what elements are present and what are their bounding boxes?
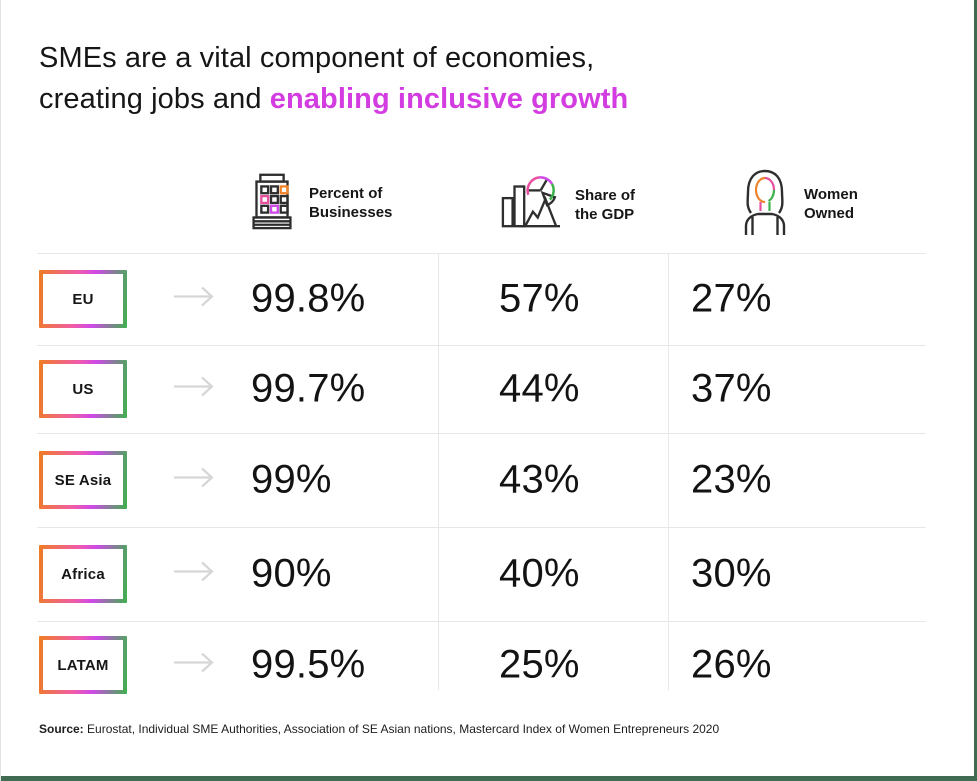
table-row-us: US 99.7% 44% 37% xyxy=(1,345,974,433)
value-share-of-gdp: 44% xyxy=(499,366,580,411)
source-note: Source: Eurostat, Individual SME Authori… xyxy=(39,722,719,736)
value-women-owned: 37% xyxy=(691,366,772,411)
value-percent-of-businesses: 99.7% xyxy=(251,366,366,411)
value-women-owned: 26% xyxy=(691,642,772,687)
table-row-latam: LATAM 99.5% 25% 26% xyxy=(1,621,974,709)
building-icon xyxy=(247,168,297,237)
region-label: EU xyxy=(43,274,123,324)
row-separator xyxy=(37,345,926,346)
column-header-women-owned: Women Owned xyxy=(738,166,858,241)
source-text: Eurostat, Individual SME Authorities, As… xyxy=(83,722,720,736)
arrow-right-icon xyxy=(171,650,217,681)
arrow-right-icon xyxy=(171,465,217,496)
row-separator xyxy=(37,433,926,434)
value-percent-of-businesses: 90% xyxy=(251,551,332,596)
value-share-of-gdp: 40% xyxy=(499,551,580,596)
region-badge: LATAM xyxy=(39,636,127,694)
row-separator xyxy=(37,253,926,254)
value-share-of-gdp: 25% xyxy=(499,642,580,687)
column-divider xyxy=(668,253,669,690)
table-row-eu: EU 99.8% 57% 27% xyxy=(1,253,974,345)
table-row-africa: Africa 90% 40% 30% xyxy=(1,527,974,621)
region-label: US xyxy=(43,364,123,414)
gdp-chart-icon xyxy=(497,172,563,237)
value-women-owned: 27% xyxy=(691,276,772,321)
source-label: Source: xyxy=(39,722,84,736)
region-badge: US xyxy=(39,360,127,418)
region-label: Africa xyxy=(43,549,123,599)
arrow-right-icon xyxy=(171,284,217,315)
value-percent-of-businesses: 99% xyxy=(251,457,332,502)
value-women-owned: 23% xyxy=(691,457,772,502)
column-header-percent-of-businesses: Percent of Businesses xyxy=(247,168,392,237)
value-share-of-gdp: 43% xyxy=(499,457,580,502)
title-line2-prefix: creating jobs and xyxy=(39,83,270,115)
region-badge: Africa xyxy=(39,545,127,603)
region-label: LATAM xyxy=(43,640,123,690)
title-highlight: enabling inclusive growth xyxy=(269,83,629,115)
arrow-right-icon xyxy=(171,559,217,590)
column-divider xyxy=(438,253,439,690)
woman-icon xyxy=(738,166,792,241)
page-title: SMEs are a vital component of economies,… xyxy=(39,38,759,120)
row-separator xyxy=(37,527,926,528)
title-line1: SMEs are a vital component of economies, xyxy=(39,42,595,74)
value-share-of-gdp: 57% xyxy=(499,276,580,321)
row-separator xyxy=(37,621,926,622)
column-label: Share of the GDP xyxy=(575,186,636,223)
arrow-right-icon xyxy=(171,374,217,405)
region-badge: EU xyxy=(39,270,127,328)
column-label: Women Owned xyxy=(804,185,858,222)
column-header-share-of-gdp: Share of the GDP xyxy=(497,172,635,237)
bottom-accent-bar xyxy=(1,776,974,781)
region-badge: SE Asia xyxy=(39,451,127,509)
value-percent-of-businesses: 99.5% xyxy=(251,642,366,687)
value-women-owned: 30% xyxy=(691,551,772,596)
value-percent-of-businesses: 99.8% xyxy=(251,276,366,321)
table-row-se-asia: SE Asia 99% 43% 23% xyxy=(1,433,974,527)
region-label: SE Asia xyxy=(43,455,123,505)
column-label: Percent of Businesses xyxy=(309,184,393,221)
